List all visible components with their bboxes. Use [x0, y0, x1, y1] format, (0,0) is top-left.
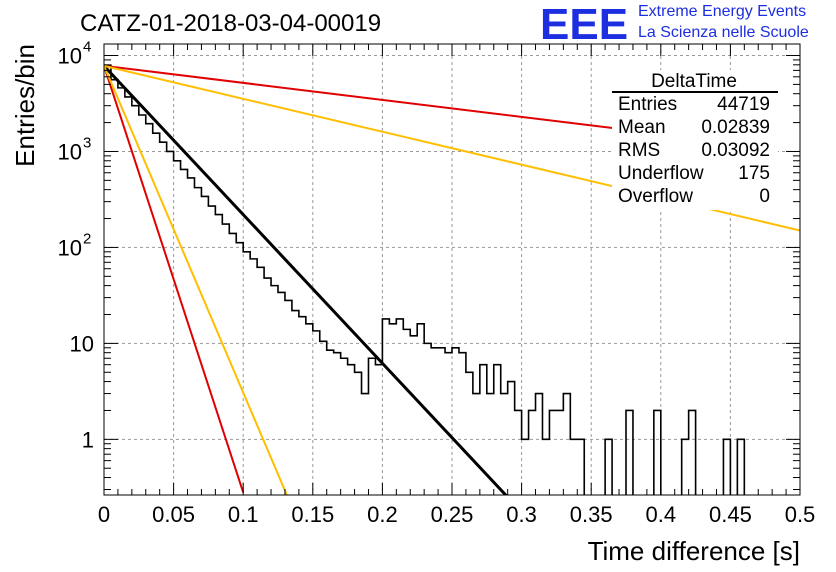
stats-label-mean: Mean — [618, 117, 666, 138]
logo-line-1: Extreme Energy Events — [638, 3, 807, 20]
x-tick-label-0: 0 — [98, 502, 110, 527]
x-tick-label-7: 0.35 — [570, 502, 613, 527]
logo-line-2: La Scienza nelle Scuole — [638, 24, 809, 41]
x-tick-label-8: 0.4 — [646, 502, 677, 527]
fit-line-3 — [104, 65, 245, 493]
histogram-series — [104, 64, 746, 495]
chart-title: CATZ-01-2018-03-04-00019 — [80, 10, 382, 37]
y-tick-label-4: 10 — [58, 44, 82, 69]
stats-value-overflow: 0 — [759, 186, 770, 207]
stats-box-bg — [612, 70, 778, 210]
stats-value-underflow: 175 — [738, 163, 770, 184]
y-tick-label-1: 10 — [70, 331, 94, 356]
x-tick-label-2: 0.1 — [228, 502, 259, 527]
x-tick-label-1: 0.05 — [152, 502, 195, 527]
stats-label-rms: RMS — [618, 140, 660, 161]
stats-value-mean: 0.02839 — [701, 117, 770, 138]
y-tick-exponent-3: 3 — [83, 134, 91, 151]
y-tick-label-0: 1 — [82, 427, 94, 452]
stats-value-entries: 44719 — [717, 94, 770, 115]
stats-label-overflow: Overflow — [618, 186, 693, 207]
x-tick-label-5: 0.25 — [431, 502, 474, 527]
eee-logo: EEE — [540, 0, 629, 49]
x-tick-label-6: 0.3 — [506, 502, 537, 527]
x-tick-label-3: 0.15 — [291, 502, 334, 527]
y-tick-exponent-2: 2 — [83, 230, 91, 247]
y-axis-label: Entries/bin — [10, 44, 40, 167]
axes: 0 0.05 0.1 0.15 0.2 0.25 0.3 0.35 0.4 0.45 0.5 1 10 1… — [58, 39, 816, 527]
fit-line-4 — [104, 65, 288, 495]
x-axis-label: Time difference [s] — [588, 536, 800, 566]
fit-line-0 — [104, 64, 508, 495]
y-tick-label-2: 10 — [58, 235, 82, 260]
histogram-steps — [104, 64, 746, 495]
stats-label-entries: Entries — [618, 94, 677, 115]
y-tick-exponent-4: 4 — [83, 39, 91, 56]
x-tick-label-9: 0.45 — [709, 502, 752, 527]
stats-value-rms: 0.03092 — [701, 140, 770, 161]
x-tick-label-4: 0.2 — [367, 502, 398, 527]
x-tick-label-10: 0.5 — [785, 502, 816, 527]
y-tick-label-3: 10 — [58, 139, 82, 164]
stats-label-underflow: Underflow — [618, 163, 704, 184]
stats-title: DeltaTime — [651, 71, 737, 92]
